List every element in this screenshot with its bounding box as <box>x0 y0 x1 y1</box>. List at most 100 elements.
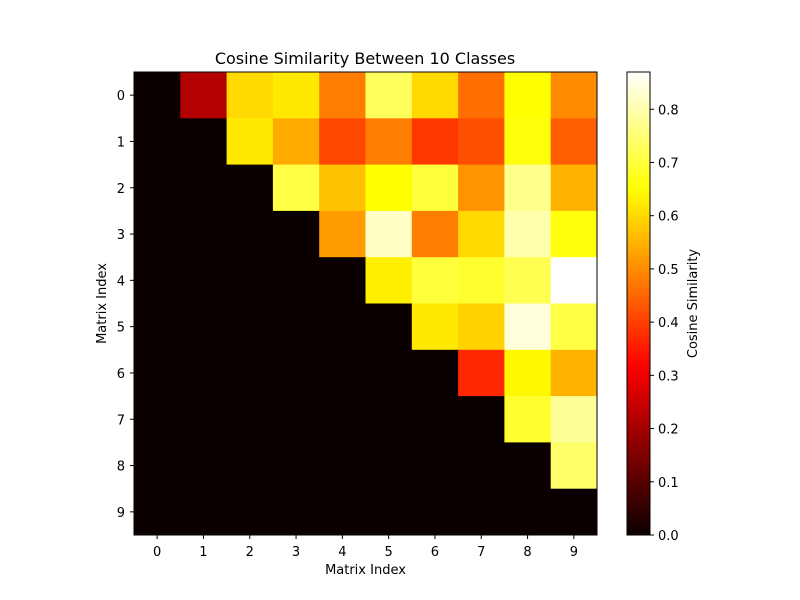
heatmap-cell <box>272 210 320 258</box>
colorbar-tick-label: 0.5 <box>658 263 679 278</box>
heatmap-cell <box>411 210 459 258</box>
colorbar-tick-label: 0.7 <box>658 156 679 171</box>
heatmap-cell <box>226 488 274 536</box>
heatmap-cell <box>226 442 274 490</box>
heatmap-cell <box>226 257 274 304</box>
heatmap-cell <box>550 303 598 351</box>
y-tick-label: 2 <box>117 182 125 197</box>
heatmap-cell <box>458 396 505 443</box>
x-tick-label: 0 <box>153 545 161 560</box>
heatmap-cell <box>458 257 505 304</box>
heatmap-cell <box>272 488 320 536</box>
heatmap-cell <box>365 396 413 443</box>
heatmap-cell <box>319 488 366 536</box>
heatmap-cell <box>411 488 459 536</box>
heatmap-cell <box>458 210 505 258</box>
heatmap-cell <box>134 72 181 119</box>
heatmap-cell <box>550 396 598 443</box>
y-tick-label: 9 <box>117 506 125 521</box>
y-tick-label: 3 <box>117 228 125 243</box>
y-tick-label: 5 <box>117 321 125 336</box>
heatmap-cell <box>226 118 274 165</box>
heatmap-cell <box>504 257 552 304</box>
heatmap-cell <box>180 118 227 165</box>
heatmap-cell <box>458 72 505 119</box>
heatmap-cell <box>458 164 505 212</box>
y-tick-label: 0 <box>117 89 125 104</box>
heatmap-cell <box>504 118 552 165</box>
heatmap-cell <box>319 396 366 443</box>
heatmap-cell <box>180 303 227 351</box>
colorbar-label: Cosine Similarity <box>686 249 701 359</box>
heatmap-cell <box>272 164 320 212</box>
heatmap-cell <box>458 118 505 165</box>
heatmap-cell <box>365 164 413 212</box>
heatmap-cell <box>411 72 459 119</box>
heatmap-cell <box>272 349 320 397</box>
heatmap-cell <box>319 210 366 258</box>
heatmap-cell <box>180 396 227 443</box>
heatmap-cell <box>458 442 505 490</box>
heatmap-cell <box>180 488 227 536</box>
colorbar-tick-label: 0.4 <box>658 316 679 331</box>
heatmap-cell <box>319 72 366 119</box>
heatmap-cell <box>411 442 459 490</box>
x-tick-label: 9 <box>570 545 578 560</box>
heatmap-cell <box>365 257 413 304</box>
heatmap-cell <box>272 118 320 165</box>
heatmap-cell <box>272 442 320 490</box>
x-axis-label: Matrix Index <box>325 563 406 578</box>
x-tick-label: 8 <box>523 545 531 560</box>
heatmap-cell <box>550 164 598 212</box>
y-tick-label: 7 <box>117 413 125 428</box>
heatmap-cell <box>134 396 181 443</box>
x-axis-ticks: 0 1 2 3 4 5 6 7 8 9 <box>153 535 578 560</box>
heatmap-cell <box>365 303 413 351</box>
heatmap-cell <box>411 257 459 304</box>
heatmap-cell <box>226 349 274 397</box>
heatmap-cell <box>365 210 413 258</box>
heatmap-cell <box>134 349 181 397</box>
colorbar-tick-label: 0.1 <box>658 476 679 491</box>
heatmap-cell <box>319 349 366 397</box>
heatmap-cell <box>272 396 320 443</box>
x-tick-label: 1 <box>199 545 207 560</box>
heatmap-cell <box>272 257 320 304</box>
heatmap-cell <box>272 72 320 119</box>
heatmap-cell <box>550 442 598 490</box>
heatmap-cell <box>458 488 505 536</box>
x-tick-label: 6 <box>431 545 439 560</box>
heatmap-cell <box>365 349 413 397</box>
heatmap-cell <box>550 72 598 119</box>
heatmap-cell <box>504 164 552 212</box>
heatmap-cell <box>226 303 274 351</box>
heatmap-cell <box>134 210 181 258</box>
heatmap-cell <box>180 164 227 212</box>
heatmap-cell <box>365 442 413 490</box>
heatmap-cell <box>550 257 598 304</box>
colorbar-tick-label: 0.6 <box>658 210 679 225</box>
x-tick-label: 3 <box>292 545 300 560</box>
y-axis-label: Matrix Index <box>95 263 110 344</box>
heatmap-cell <box>134 442 181 490</box>
heatmap-cell <box>458 303 505 351</box>
heatmap-cell <box>504 210 552 258</box>
heatmap-cell <box>134 164 181 212</box>
heatmap-cells <box>134 72 598 536</box>
heatmap-cell <box>319 118 366 165</box>
y-tick-label: 1 <box>117 135 125 150</box>
heatmap-cell <box>226 72 274 119</box>
heatmap-cell <box>134 488 181 536</box>
colorbar-tick-label: 0.0 <box>658 529 679 544</box>
heatmap-cell <box>319 164 366 212</box>
plot-frame <box>133 71 598 536</box>
heatmap-cell <box>550 488 598 536</box>
y-axis-ticks: 0 1 2 3 4 5 6 7 8 9 <box>117 89 134 521</box>
heatmap-cell <box>226 210 274 258</box>
heatmap-cell <box>365 72 413 119</box>
heatmap-cell <box>504 396 552 443</box>
heatmap-cell <box>504 488 552 536</box>
heatmap-cell <box>319 257 366 304</box>
heatmap-cell <box>550 118 598 165</box>
